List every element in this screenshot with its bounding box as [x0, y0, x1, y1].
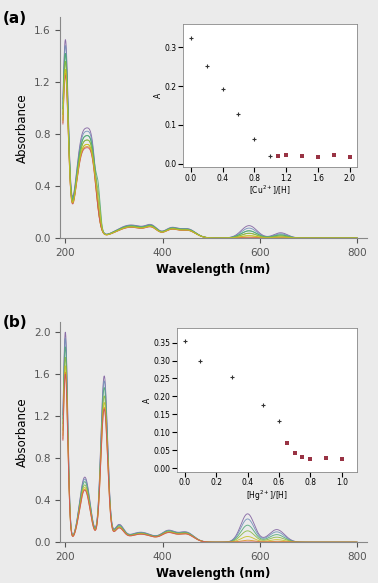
X-axis label: Wavelength (nm): Wavelength (nm)	[156, 264, 271, 276]
Text: (a): (a)	[2, 11, 26, 26]
Text: (b): (b)	[2, 315, 27, 330]
Y-axis label: Absorbance: Absorbance	[15, 93, 29, 163]
X-axis label: Wavelength (nm): Wavelength (nm)	[156, 567, 271, 581]
Y-axis label: Absorbance: Absorbance	[15, 397, 29, 467]
